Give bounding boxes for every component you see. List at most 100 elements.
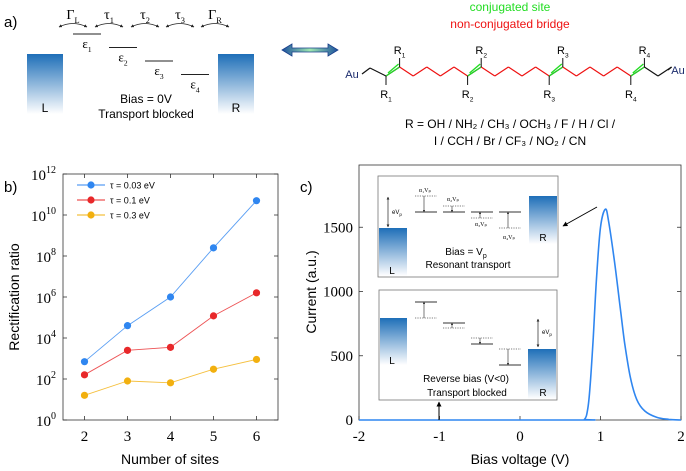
coupling-τ2: τ2 [140,8,150,25]
data-point [166,379,175,387]
single-bond [589,66,604,77]
energy-level-label: ε1 [82,36,91,54]
energy-level-label-subscript: 3 [160,72,164,81]
data-point [252,355,261,364]
y-tick-exponent: 8 [51,247,56,258]
ev-sub: p [399,212,402,217]
single-bond [616,66,632,77]
single-bond [562,66,577,77]
substituent-label-bottom-subscript: 4 [633,96,637,103]
svg-text:eVp: eVp [542,330,552,337]
coupling-τ2-subscript: 2 [146,16,150,25]
single-bond [521,66,536,77]
ev-label-reverse: eV [542,330,549,336]
single-bond [644,66,659,77]
legend-label: τ = 0.03 eV [110,181,155,191]
data-point [123,346,132,354]
data-point [80,391,89,399]
coupling-arrow-icon [130,23,160,28]
series-line [84,292,257,376]
coupling-ΓR-symbol: Γ [208,8,216,23]
substituent-label-top-subscript: 4 [647,52,651,59]
panel-c-label: c) [300,179,313,196]
inset-reverse-bias: Reverse bias (V<0) [423,374,509,385]
y-tick-base: 10 [31,209,46,225]
coupling-ΓR: ΓR [208,8,222,25]
right-electrode [218,54,254,114]
panel-b-label: b) [4,179,17,196]
legend-label: τ = 0.1 eV [110,196,150,206]
substituent-label-bottom-subscript: 3 [551,96,555,103]
substituent-label-bottom: R2 [462,89,474,103]
energy-level-label-symbol: ε [190,77,196,92]
data-point [123,322,132,330]
substituent-label-top-symbol: R [557,45,565,57]
inset-reverse-left-electrode [380,318,407,365]
y-tick-exponent: 6 [51,288,56,299]
y-tick-base: 10 [31,168,46,184]
gold-anchor-left: Au [345,69,358,81]
y-tick-base: 10 [36,250,51,266]
substituent-label-top: R4 [639,45,651,59]
series-line [84,358,257,396]
single-bond [399,66,414,77]
x-tick-label: 6 [253,429,261,445]
plot-b-series [80,197,261,399]
single-bond [440,66,455,77]
substituent-label-bottom-symbol: R [543,89,551,101]
energy-level-label-subscript: 2 [124,58,128,67]
double-bond-conjugated [387,63,400,74]
plot-b-xlabel: Number of sites [121,451,219,467]
single-bond [480,66,496,77]
inset-resonant-bias-sub: p [483,253,487,260]
bias-text: Bias = 0V [120,92,172,106]
alpha-shift-label: α₄Vₚ [503,235,516,241]
energy-level-label-symbol: ε [82,36,88,51]
inset-resonant-frame [377,175,559,278]
panel-a-label: a) [4,14,17,31]
substituent-label-top-subscript: 3 [565,52,569,59]
r-groups-line-2: I / CCH / Br / CF₃ / NO₂ / CN [434,134,586,148]
inset-reverse: L R eVp Reverse bias (V<0) Transport blo… [378,289,558,401]
energy-level-label-subscript: 1 [88,45,92,54]
substituent-label-top-subscript: 1 [402,52,406,59]
energy-level-label: ε4 [190,77,199,95]
substituent-label-top: R2 [475,45,487,59]
y-tick-base: 10 [36,291,51,307]
conjugated-bond [630,66,645,77]
alpha-shift-label: α₁Vₚ [419,188,432,194]
coupling-τ3: τ3 [175,8,185,25]
inset-reverse-left-label: L [389,356,395,367]
y-tick-label: 102 [36,370,56,389]
substituent-label-top: R3 [557,45,569,59]
substituent-label-bottom: R4 [625,89,637,103]
plot-c-series [358,208,682,421]
x-tick-label: 5 [210,429,218,445]
inset-reverse-right-electrode [528,349,556,399]
x-tick-label: 4 [167,429,175,445]
single-bond [508,66,523,77]
coupling-τ3-subscript: 3 [181,16,185,25]
double-bond-conjugated [469,63,481,74]
substituent-label-top: R1 [394,45,406,59]
x-tick-label: 0 [516,429,524,445]
data-point [80,358,89,366]
svg-text:eVp: eVp [392,210,402,217]
gold-anchor-right: Au [671,65,684,77]
inset-resonant-right-label: R [539,233,546,244]
data-point [252,289,261,297]
y-tick-label: 108 [36,247,56,266]
single-bond [361,67,371,75]
y-tick-label: 106 [36,288,56,307]
substituent-label-bottom: R3 [543,89,555,103]
data-point [209,244,218,252]
y-tick-base: 10 [36,373,51,389]
x-tick-label: -2 [353,429,366,445]
coupling-arrow-icon [58,23,88,28]
y-tick-base: 10 [36,332,51,348]
ev-label: eV [392,210,399,216]
data-point [209,312,218,320]
